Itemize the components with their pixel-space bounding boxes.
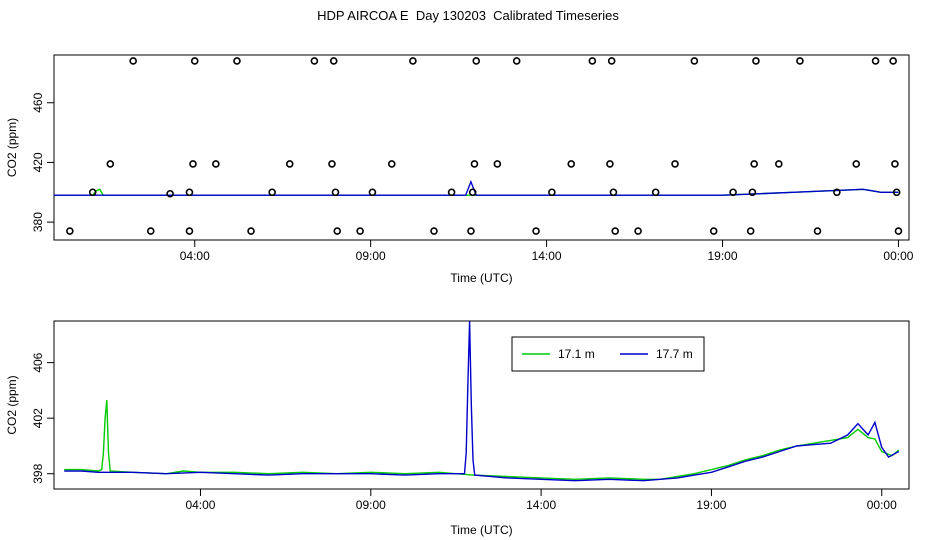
scatter-point — [750, 160, 758, 168]
scatter-point — [310, 57, 319, 65]
scatter-point — [671, 160, 679, 168]
scatter-point — [189, 160, 197, 168]
scatter-point — [268, 188, 276, 197]
scatter-point — [233, 57, 241, 65]
scatter-point — [387, 160, 396, 168]
x-tick-label: 19:00 — [696, 498, 726, 512]
x-tick-label: 04:00 — [180, 249, 210, 263]
scatter-point — [512, 57, 521, 65]
scatter-point — [609, 188, 618, 197]
scatter-point — [212, 160, 220, 168]
page-title: HDP AIRCOA E Day 130203 Calibrated Times… — [317, 8, 619, 23]
scatter-point — [472, 57, 481, 65]
y-tick-label: 420 — [31, 152, 45, 172]
scatter-point — [88, 188, 97, 197]
scatter-point — [493, 160, 502, 168]
scatter-point — [166, 189, 174, 198]
scatter-point — [106, 160, 115, 168]
y-tick-label: 398 — [31, 463, 45, 483]
x-axis-label: Time (UTC) — [450, 271, 512, 285]
scatter-point — [468, 188, 477, 197]
x-tick-label: 00:00 — [883, 249, 913, 263]
scatter-point — [892, 188, 901, 197]
scatter-point — [285, 160, 294, 168]
scatter-point — [356, 227, 364, 235]
scatter-point — [430, 227, 438, 235]
scatter-point — [894, 227, 903, 235]
scatter-point — [185, 227, 194, 235]
scatter-point — [548, 188, 556, 197]
scatter-point — [752, 57, 760, 65]
legend-label: 17.1 m — [558, 347, 595, 361]
scatter-point — [651, 188, 660, 197]
scatter-point — [66, 227, 74, 235]
scatter-point — [190, 57, 199, 65]
scatter-point — [333, 227, 342, 235]
scatter-point — [775, 160, 783, 168]
scatter-point — [467, 227, 475, 235]
scatter-point — [891, 160, 899, 168]
scatter-point — [746, 227, 755, 235]
scatter-point — [532, 227, 540, 235]
scatter-point — [328, 160, 336, 168]
scatter-point — [871, 57, 880, 65]
x-tick-label: 14:00 — [526, 498, 556, 512]
y-tick-label: 380 — [31, 212, 45, 232]
series-line-2-panel-2 — [64, 321, 900, 482]
series-line-1-panel-2 — [64, 400, 900, 481]
scatter-point — [833, 188, 841, 197]
x-tick-label: 19:00 — [708, 249, 738, 263]
scatter-point — [690, 57, 699, 65]
scatter-point — [588, 57, 597, 65]
scatter-point — [852, 160, 861, 168]
scatter-point — [470, 160, 479, 168]
scatter-point — [796, 57, 804, 65]
y-tick-label: 406 — [31, 352, 45, 372]
y-axis-label: CO2 (ppm) — [5, 375, 19, 434]
x-tick-label: 14:00 — [532, 249, 562, 263]
scatter-point — [185, 188, 194, 197]
scatter-point — [634, 227, 642, 235]
x-tick-label: 00:00 — [867, 498, 897, 512]
scatter-point — [447, 188, 456, 197]
scatter-point — [709, 227, 718, 235]
y-tick-label: 402 — [31, 408, 45, 428]
x-tick-label: 09:00 — [356, 498, 386, 512]
scatter-point — [813, 227, 822, 235]
scatter-point — [331, 188, 340, 197]
scatter-point — [247, 227, 255, 235]
scatter-point — [607, 57, 616, 65]
x-axis-label: Time (UTC) — [450, 523, 512, 537]
scatter-point — [606, 160, 614, 168]
scatter-point — [129, 57, 137, 65]
y-axis-label: CO2 (ppm) — [5, 118, 19, 177]
series-line-2-panel-1 — [54, 179, 899, 196]
x-tick-label: 04:00 — [185, 498, 215, 512]
plot-frame-1 — [53, 54, 910, 241]
scatter-point — [329, 57, 338, 65]
scatter-point — [146, 227, 155, 235]
scatter-point — [889, 57, 897, 65]
scatter-point — [409, 57, 417, 65]
legend-label: 17.7 m — [656, 347, 693, 361]
scatter-point — [368, 188, 377, 197]
y-tick-label: 460 — [31, 92, 45, 112]
scatter-point — [611, 227, 620, 235]
scatter-point — [567, 160, 576, 168]
scatter-point — [729, 188, 737, 197]
scatter-point — [748, 188, 757, 197]
x-tick-label: 09:00 — [356, 249, 386, 263]
plot-frame-2 — [53, 320, 910, 490]
